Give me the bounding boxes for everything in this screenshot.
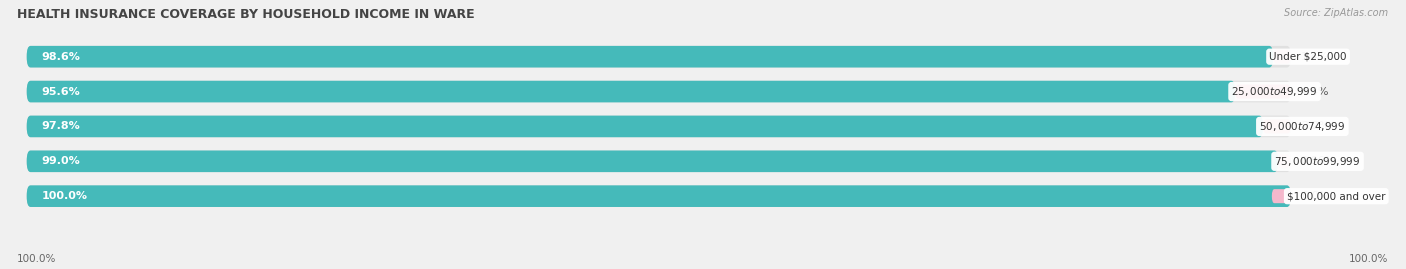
FancyBboxPatch shape xyxy=(27,185,1291,207)
Text: 1.4%: 1.4% xyxy=(1301,52,1329,62)
Text: 0.0%: 0.0% xyxy=(1301,191,1329,201)
Text: 4.4%: 4.4% xyxy=(1301,87,1330,97)
Text: $75,000 to $99,999: $75,000 to $99,999 xyxy=(1274,155,1361,168)
Text: 100.0%: 100.0% xyxy=(42,191,87,201)
Text: 97.8%: 97.8% xyxy=(42,121,80,132)
FancyBboxPatch shape xyxy=(1263,119,1291,133)
Text: Source: ZipAtlas.com: Source: ZipAtlas.com xyxy=(1284,8,1388,18)
Text: $100,000 and over: $100,000 and over xyxy=(1286,191,1385,201)
Text: $50,000 to $74,999: $50,000 to $74,999 xyxy=(1260,120,1346,133)
FancyBboxPatch shape xyxy=(1278,154,1291,168)
Text: 100.0%: 100.0% xyxy=(1348,254,1388,264)
Text: 2.2%: 2.2% xyxy=(1301,121,1330,132)
FancyBboxPatch shape xyxy=(27,150,1291,172)
Text: Under $25,000: Under $25,000 xyxy=(1270,52,1347,62)
FancyBboxPatch shape xyxy=(27,116,1263,137)
Text: 100.0%: 100.0% xyxy=(17,254,56,264)
Text: 95.6%: 95.6% xyxy=(42,87,80,97)
FancyBboxPatch shape xyxy=(27,185,1291,207)
Text: 0.96%: 0.96% xyxy=(1301,156,1336,166)
FancyBboxPatch shape xyxy=(27,46,1272,68)
Text: 99.0%: 99.0% xyxy=(42,156,80,166)
Text: $25,000 to $49,999: $25,000 to $49,999 xyxy=(1232,85,1317,98)
FancyBboxPatch shape xyxy=(1272,50,1291,64)
Text: 98.6%: 98.6% xyxy=(42,52,80,62)
FancyBboxPatch shape xyxy=(27,81,1291,102)
Text: HEALTH INSURANCE COVERAGE BY HOUSEHOLD INCOME IN WARE: HEALTH INSURANCE COVERAGE BY HOUSEHOLD I… xyxy=(17,8,474,21)
FancyBboxPatch shape xyxy=(27,116,1291,137)
FancyBboxPatch shape xyxy=(1236,84,1291,98)
FancyBboxPatch shape xyxy=(27,81,1236,102)
FancyBboxPatch shape xyxy=(1272,189,1291,203)
FancyBboxPatch shape xyxy=(27,150,1278,172)
FancyBboxPatch shape xyxy=(27,46,1291,68)
